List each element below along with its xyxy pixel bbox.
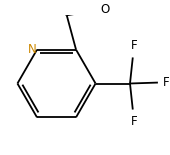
Text: O: O: [101, 3, 110, 16]
Text: N: N: [28, 43, 37, 56]
Text: F: F: [163, 76, 170, 89]
Text: F: F: [130, 39, 137, 52]
Text: F: F: [130, 115, 137, 128]
